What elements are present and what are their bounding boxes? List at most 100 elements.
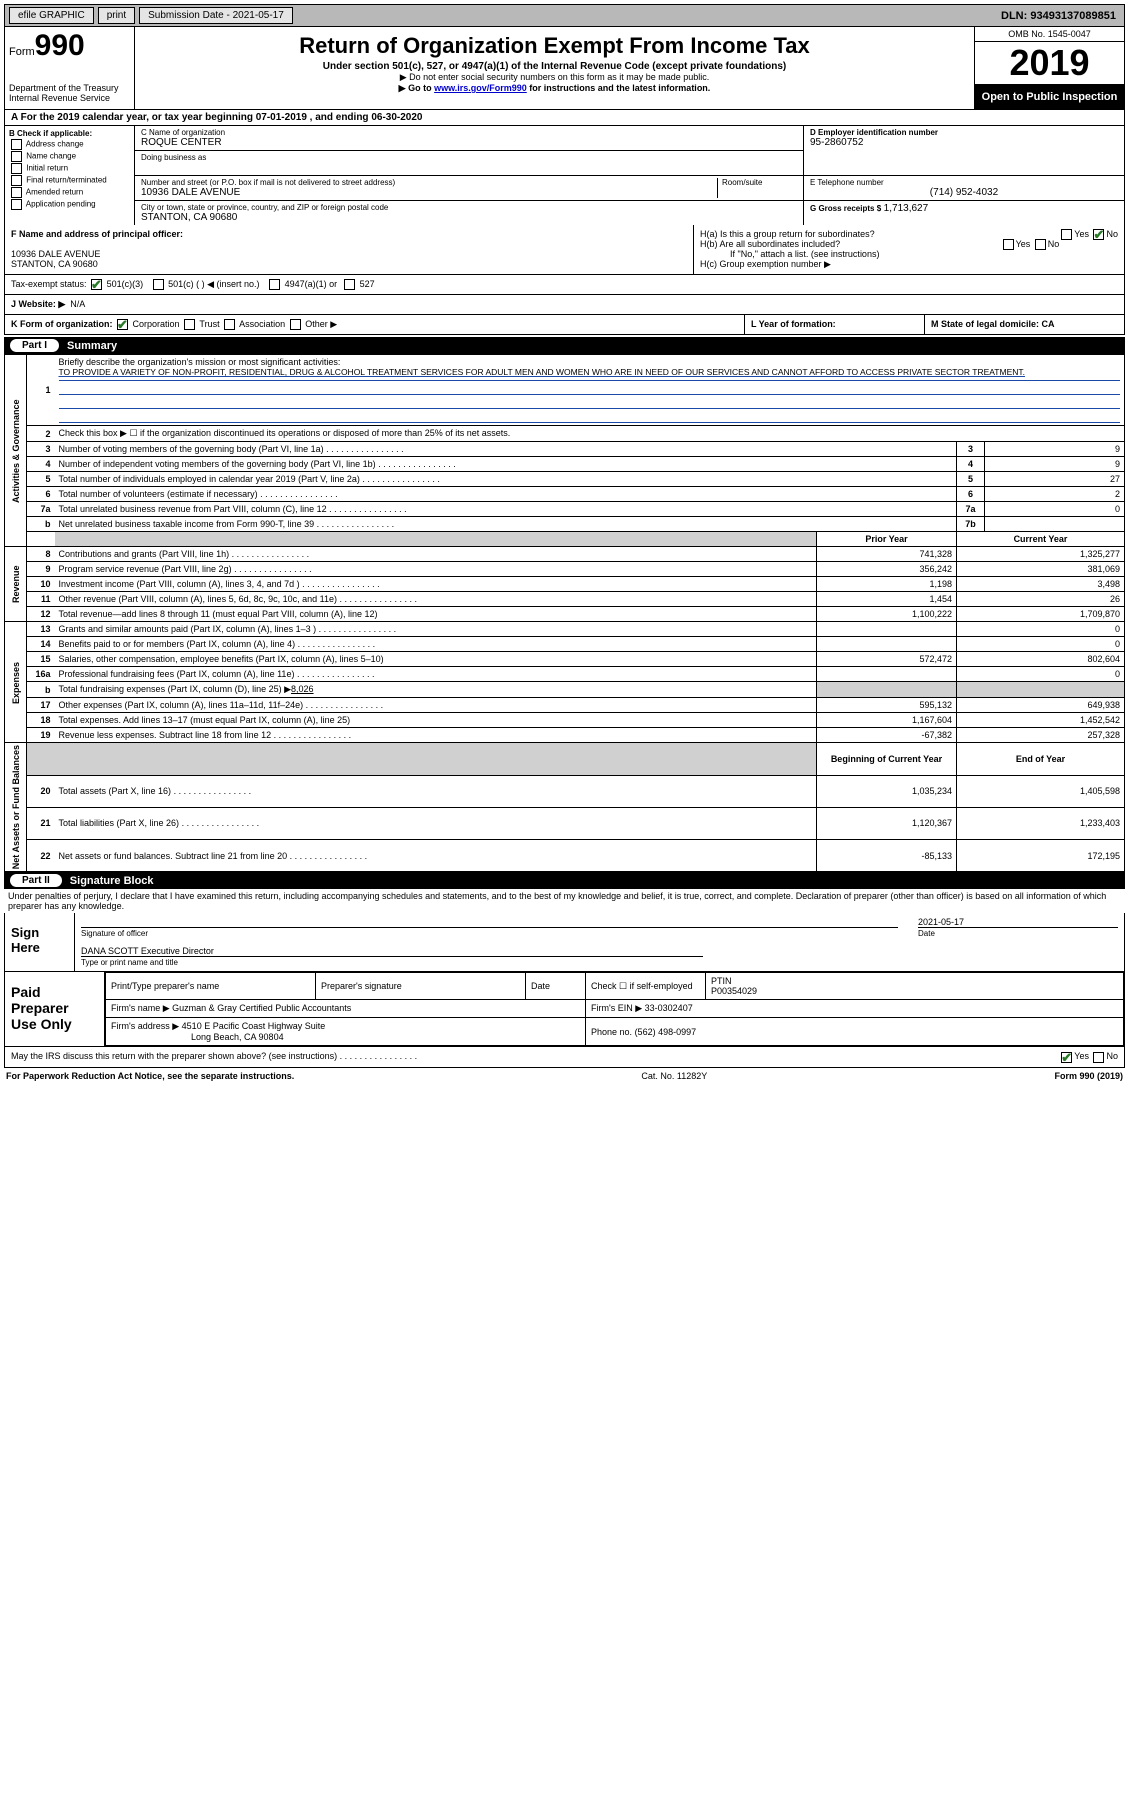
c20: 1,405,598 (957, 775, 1125, 807)
side-expenses: Expenses (5, 622, 27, 743)
lbl-4947: 4947(a)(1) or (285, 279, 338, 289)
addr-label: Number and street (or P.O. box if mail i… (141, 178, 717, 187)
chk-hb-yes[interactable] (1003, 239, 1014, 250)
phone: (562) 498-0997 (635, 1027, 697, 1037)
chk-initial-return[interactable] (11, 163, 22, 174)
c19: 257,328 (957, 728, 1125, 743)
c12: 1,709,870 (957, 607, 1125, 622)
chk-527[interactable] (344, 279, 355, 290)
firm-addr-label: Firm's address ▶ (111, 1021, 179, 1031)
chk-trust[interactable] (184, 319, 195, 330)
p8: 741,328 (817, 547, 957, 562)
lbl-no3: No (1106, 1051, 1118, 1061)
l11: Other revenue (Part VIII, column (A), li… (55, 592, 817, 607)
lbl-501c: 501(c) ( ) ◀ (insert no.) (168, 279, 259, 289)
form-org-row: K Form of organization: Corporation Trus… (4, 315, 1125, 335)
chk-discuss-no[interactable] (1093, 1052, 1104, 1063)
summary-table: Activities & Governance 1 Briefly descri… (4, 354, 1125, 872)
chk-501c3[interactable] (91, 279, 102, 290)
p14 (817, 637, 957, 652)
chk-ha-yes[interactable] (1061, 229, 1072, 240)
hc-label: H(c) Group exemption number ▶ (700, 259, 1118, 270)
city-state-zip: STANTON, CA 90680 (141, 212, 797, 223)
lbl-yes: Yes (1074, 229, 1089, 239)
firm-ein-label: Firm's EIN ▶ (591, 1003, 642, 1013)
l20: Total assets (Part X, line 16) (55, 775, 817, 807)
ein: 95-2860752 (810, 137, 1118, 148)
p20: 1,035,234 (817, 775, 957, 807)
gross-receipts: 1,713,627 (884, 203, 929, 214)
state-domicile: M State of legal domicile: CA (931, 319, 1055, 329)
hdr-beg: Beginning of Current Year (817, 743, 957, 775)
form-title: Return of Organization Exempt From Incom… (141, 33, 968, 59)
p16a (817, 667, 957, 682)
footer-right: Form 990 (2019) (1054, 1071, 1123, 1081)
chk-final-return[interactable] (11, 175, 22, 186)
chk-amended-return[interactable] (11, 187, 22, 198)
officer-group-block: F Name and address of principal officer:… (4, 225, 1125, 275)
v4: 9 (985, 457, 1125, 472)
chk-4947[interactable] (269, 279, 280, 290)
org-name-label: C Name of organization (141, 128, 797, 137)
officer-label: F Name and address of principal officer: (11, 229, 183, 239)
chk-discuss-yes[interactable] (1061, 1052, 1072, 1063)
l16b-val: 8,026 (291, 684, 314, 694)
chk-assoc[interactable] (224, 319, 235, 330)
chk-address-change[interactable] (11, 139, 22, 150)
chk-ha-no[interactable] (1093, 229, 1104, 240)
l9: Program service revenue (Part VIII, line… (55, 562, 817, 577)
chk-hb-no[interactable] (1035, 239, 1046, 250)
p9: 356,242 (817, 562, 957, 577)
l4: Number of independent voting members of … (55, 457, 957, 472)
firm-name-label: Firm's name ▶ (111, 1003, 170, 1013)
l15: Salaries, other compensation, employee b… (55, 652, 817, 667)
sig-date-val: 2021-05-17 (918, 917, 1118, 927)
c8: 1,325,277 (957, 547, 1125, 562)
l7a: Total unrelated business revenue from Pa… (55, 502, 957, 517)
chk-corp[interactable] (117, 319, 128, 330)
website-value: N/A (70, 299, 85, 310)
prep-sig-label: Preparer's signature (316, 973, 526, 1000)
c16a: 0 (957, 667, 1125, 682)
room-label: Room/suite (717, 178, 797, 198)
omb-number: OMB No. 1545-0047 (975, 27, 1124, 42)
form-note1: ▶ Do not enter social security numbers o… (141, 72, 968, 83)
part2-bar: Part II Signature Block (4, 872, 1125, 889)
ha-label: H(a) Is this a group return for subordin… (700, 229, 875, 239)
c17: 649,938 (957, 698, 1125, 713)
gross-label: G Gross receipts $ (810, 204, 881, 213)
firm-name: Guzman & Gray Certified Public Accountan… (172, 1003, 351, 1013)
chk-501c[interactable] (153, 279, 164, 290)
side-revenue: Revenue (5, 547, 27, 622)
lbl-address-change: Address change (26, 140, 84, 149)
boxb-label: B Check if applicable: (9, 129, 92, 138)
l16b-pre: Total fundraising expenses (Part IX, col… (59, 684, 292, 694)
l12: Total revenue—add lines 8 through 11 (mu… (55, 607, 817, 622)
org-name: ROQUE CENTER (141, 137, 797, 148)
street-address: 10936 DALE AVENUE (141, 187, 717, 198)
lbl-name-change: Name change (26, 152, 76, 161)
chk-app-pending[interactable] (11, 199, 22, 210)
form990-link[interactable]: www.irs.gov/Form990 (434, 83, 527, 93)
lbl-final-return: Final return/terminated (26, 176, 106, 185)
lbl-yes3: Yes (1074, 1051, 1089, 1061)
self-employed: Check ☐ if self-employed (586, 973, 706, 1000)
p22: -85,133 (817, 840, 957, 872)
print-button[interactable]: print (98, 7, 135, 24)
l6: Total number of volunteers (estimate if … (55, 487, 957, 502)
c14: 0 (957, 637, 1125, 652)
firm-addr2: Long Beach, CA 90804 (111, 1032, 284, 1042)
firm-ein: 33-0302407 (645, 1003, 693, 1013)
tax-year: 2019 (975, 42, 1124, 85)
hdr-curr: Current Year (957, 532, 1125, 547)
dln: DLN: 93493137089851 (995, 8, 1122, 24)
chk-other[interactable] (290, 319, 301, 330)
l17: Other expenses (Part IX, column (A), lin… (55, 698, 817, 713)
chk-name-change[interactable] (11, 151, 22, 162)
part2-title: Signature Block (70, 875, 154, 887)
firm-addr1: 4510 E Pacific Coast Highway Suite (182, 1021, 326, 1031)
efile-topbar: efile GRAPHIC print Submission Date - 20… (4, 4, 1125, 27)
year-formation-label: L Year of formation: (751, 319, 836, 329)
l13: Grants and similar amounts paid (Part IX… (55, 622, 817, 637)
l14: Benefits paid to or for members (Part IX… (55, 637, 817, 652)
